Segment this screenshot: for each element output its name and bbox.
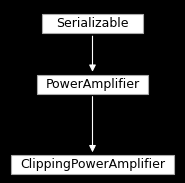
Text: Serializable: Serializable	[56, 17, 129, 30]
Text: PowerAmplifier: PowerAmplifier	[46, 78, 139, 91]
Text: ClippingPowerAmplifier: ClippingPowerAmplifier	[20, 158, 165, 171]
FancyBboxPatch shape	[37, 75, 148, 94]
FancyBboxPatch shape	[42, 14, 143, 33]
FancyBboxPatch shape	[11, 155, 174, 174]
